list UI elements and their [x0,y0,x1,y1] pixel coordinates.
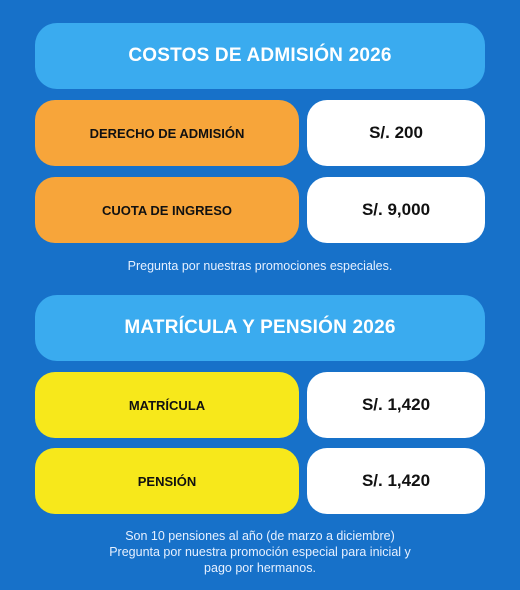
admission-costs-header: COSTOS DE ADMISIÓN 2026 [35,23,485,89]
enrollment-fee-value: S/. 1,420 [307,372,485,438]
admission-fee-label: DERECHO DE ADMISIÓN [35,100,299,166]
entry-fee-label: CUOTA DE INGRESO [35,177,299,243]
enrollment-fee-label: MATRÍCULA [35,372,299,438]
tuition-fee-value: S/. 1,420 [307,448,485,514]
admission-promo-note: Pregunta por nuestras promociones especi… [127,259,393,273]
enrollment-tuition-header: MATRÍCULA Y PENSIÓN 2026 [35,295,485,361]
tuition-note-line: Son 10 pensiones al año (de marzo a dici… [125,529,395,543]
tuition-note-line: Pregunta por nuestra promoción especial … [109,545,411,559]
tuition-note: Son 10 pensiones al año (de marzo a dici… [0,528,520,576]
tuition-note-line: pago por hermanos. [204,561,316,575]
entry-fee-value: S/. 9,000 [307,177,485,243]
tuition-fee-label: PENSIÓN [35,448,299,514]
admission-fee-value: S/. 200 [307,100,485,166]
